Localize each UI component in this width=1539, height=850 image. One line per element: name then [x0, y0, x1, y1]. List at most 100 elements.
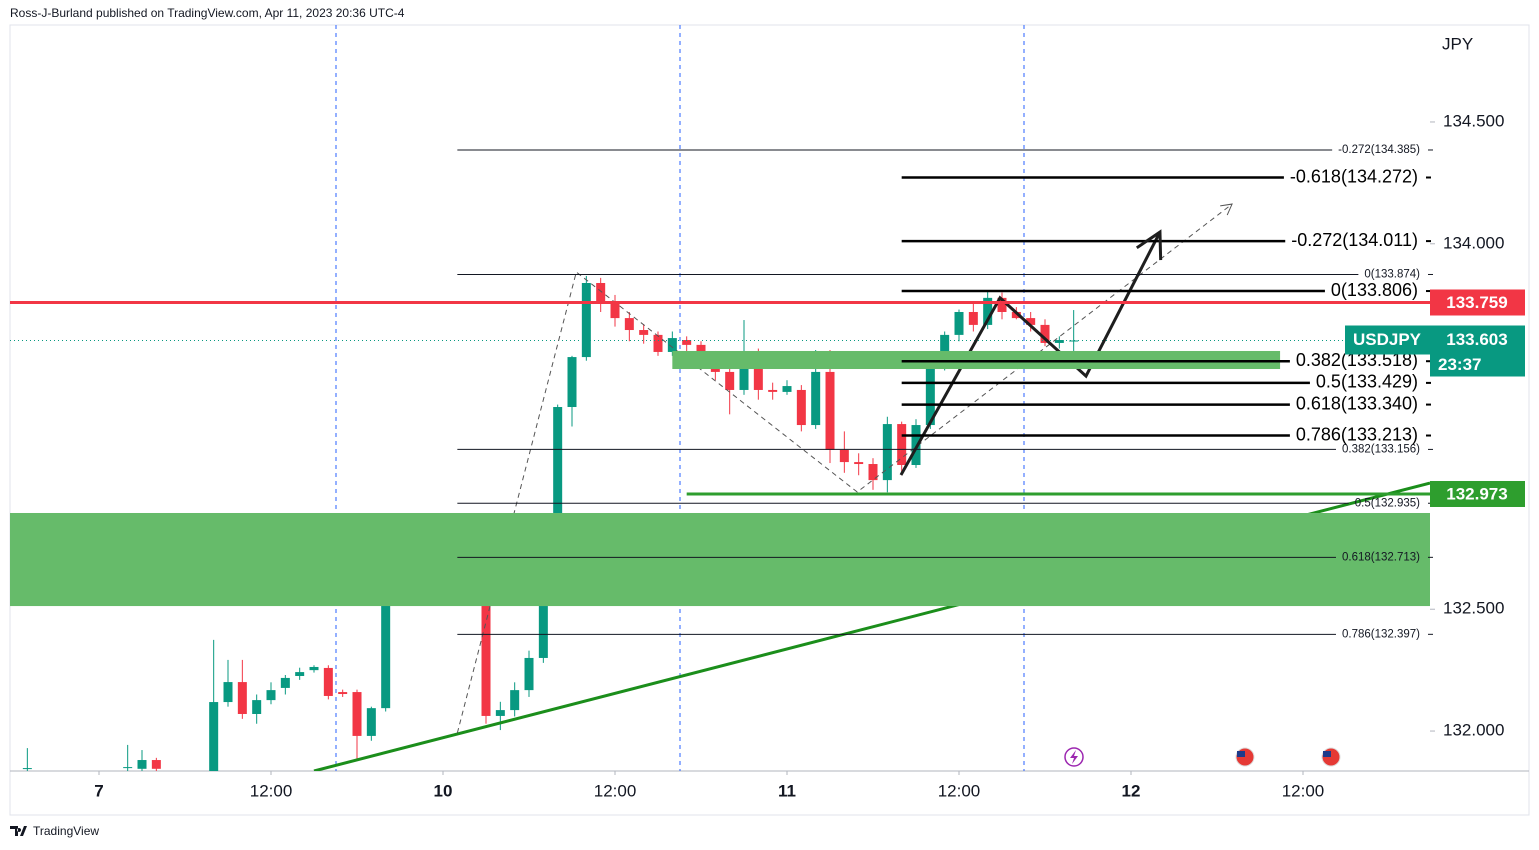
fib-label: 0.618(133.340)	[1296, 393, 1418, 413]
fib-label: 0.382(133.518)	[1296, 350, 1418, 370]
fib-label: 0.786(132.397)	[1342, 628, 1420, 640]
price-box	[1430, 480, 1525, 507]
candle-body	[997, 297, 1007, 312]
projection-path	[456, 203, 1233, 734]
candle-body	[897, 424, 907, 465]
candle-body	[1040, 324, 1050, 343]
price-box-label: 133.759	[1446, 293, 1507, 312]
y-tick-label: 132.500	[1443, 599, 1504, 618]
session-lines	[335, 25, 1025, 771]
x-tick-label: 11	[778, 781, 796, 800]
candle-body	[954, 311, 964, 335]
flag-icon	[1237, 751, 1245, 757]
scenario-arrow-head	[1135, 229, 1163, 261]
candle-body	[839, 449, 849, 463]
last-price-label: 133.603	[1446, 330, 1507, 349]
scenario-arrow	[899, 231, 1162, 476]
candle-body	[825, 371, 835, 450]
candle-body	[137, 760, 147, 769]
brand-logo: TradingView	[10, 824, 99, 838]
event-icons	[1064, 747, 1341, 767]
attribution: Ross-J-Burland published on TradingView.…	[10, 6, 405, 20]
candle-body	[796, 389, 806, 426]
candle-body	[352, 692, 362, 736]
candle-body	[1011, 311, 1021, 319]
candle-body	[854, 462, 864, 465]
candle-body	[252, 700, 262, 714]
candle-body	[624, 318, 634, 331]
candle-body	[309, 666, 319, 671]
candle-body	[653, 334, 663, 352]
candle-body	[481, 603, 491, 716]
candle-body	[610, 302, 620, 319]
candle-body	[983, 297, 993, 325]
candle-body	[682, 340, 692, 345]
x-tick-label: 12	[1122, 781, 1141, 800]
flag-icon	[1323, 751, 1331, 757]
y-tick-label: 134.500	[1443, 111, 1504, 130]
y-tick-label: 134.000	[1443, 233, 1504, 252]
candle-body	[882, 424, 892, 481]
price-box-label: 132.973	[1446, 484, 1507, 503]
candle-body	[209, 702, 219, 771]
countdown-box	[1430, 354, 1525, 377]
brand-name: TradingView	[33, 824, 99, 838]
fib-label: 0.5(132.935)	[1355, 497, 1420, 509]
fib-label: -0.272(134.011)	[1291, 230, 1418, 250]
candle-body	[567, 357, 577, 408]
symbol-label: USDJPY	[1353, 330, 1422, 349]
event-icon	[1070, 750, 1078, 764]
candle-body	[739, 362, 749, 390]
candle-body	[639, 330, 649, 335]
x-tick-label: 7	[94, 781, 103, 800]
candle-body	[1026, 318, 1036, 325]
x-tick-label: 12:00	[594, 781, 637, 800]
candle-body	[968, 311, 978, 325]
candle-body	[151, 760, 161, 769]
countdown-label: 23:37	[1438, 355, 1481, 374]
candle-body	[553, 407, 563, 523]
projection-path-head	[1220, 203, 1233, 216]
candle-body	[725, 371, 735, 390]
candle-body	[266, 690, 276, 701]
candle-body	[237, 682, 247, 714]
candle-body	[1069, 340, 1079, 342]
candle-body	[667, 338, 677, 352]
candle-body	[581, 283, 591, 358]
unit-label: JPY	[1442, 34, 1473, 53]
fib-label: 0.786(133.213)	[1296, 424, 1418, 444]
candle-body	[338, 692, 348, 695]
overlay-layer	[10, 203, 1430, 771]
candle-body	[596, 283, 606, 303]
candle-body	[123, 767, 133, 769]
candle-body	[381, 585, 391, 709]
symbol-box	[1345, 325, 1525, 355]
fib-label: 0.5(133.429)	[1316, 372, 1418, 392]
zone	[10, 512, 1430, 607]
candle-body	[366, 708, 376, 736]
fib-label: 0.618(132.713)	[1342, 551, 1420, 563]
x-tick-label: 12:00	[1282, 781, 1325, 800]
candle-body	[295, 672, 305, 676]
fib-label: 0.382(133.156)	[1342, 443, 1420, 455]
fib-label: 0(133.874)	[1364, 269, 1420, 281]
candle-body	[280, 677, 290, 688]
fib-label: 0(133.806)	[1331, 280, 1418, 300]
candle-body	[782, 386, 792, 392]
fib-label: -0.618(134.272)	[1290, 166, 1418, 186]
x-tick-label: 12:00	[250, 781, 293, 800]
candle-body	[753, 362, 763, 390]
candle-body	[925, 365, 935, 426]
candle-body	[1054, 340, 1064, 343]
candle-body	[768, 389, 778, 392]
fib-label: -0.272(134.385)	[1338, 144, 1420, 156]
candle-body	[22, 768, 32, 770]
logo-mark	[10, 826, 27, 836]
price-box	[1430, 289, 1525, 316]
y-tick-label: 132.000	[1443, 721, 1504, 740]
candle-body	[868, 464, 878, 481]
candle-body	[223, 682, 233, 703]
candle-body	[495, 710, 505, 716]
